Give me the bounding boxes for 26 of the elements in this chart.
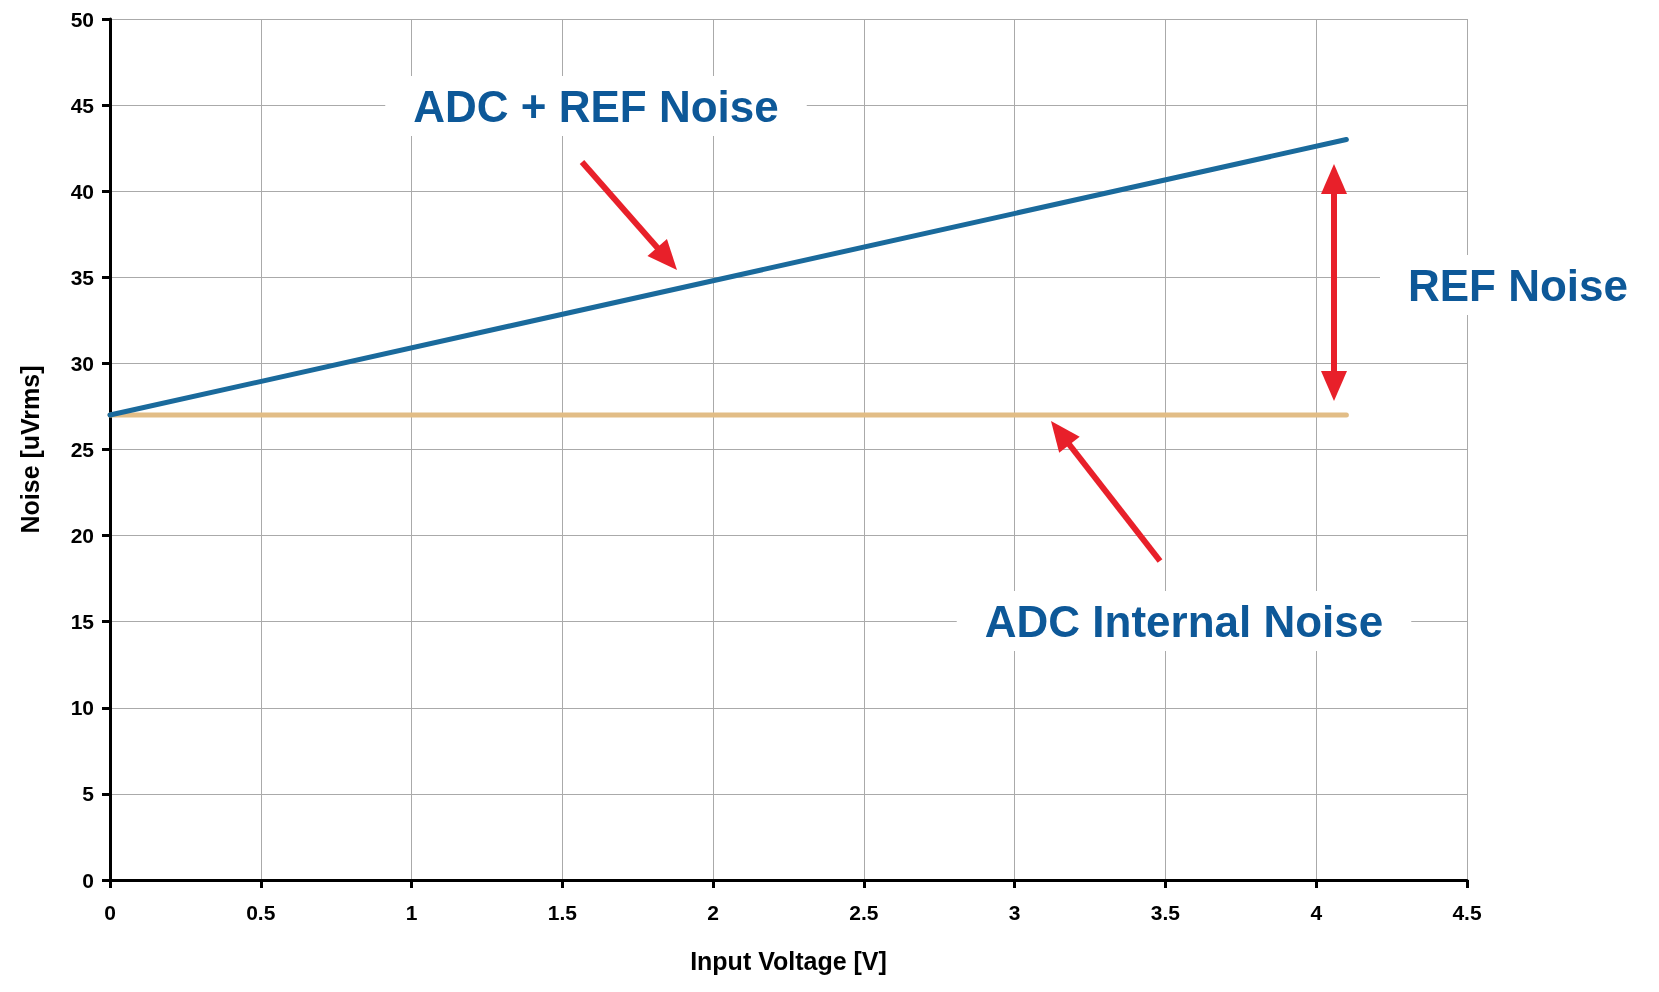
y-tick-label: 5 — [82, 782, 95, 806]
y-axis-title: Noise [uVrms] — [15, 365, 44, 534]
x-tick-label: 1.5 — [547, 901, 578, 924]
x-tick-label: 4 — [1310, 901, 1323, 924]
y-tick-label: 50 — [70, 7, 94, 31]
y-tick-label: 10 — [70, 696, 94, 720]
y-tick-label: 45 — [70, 93, 95, 117]
y-tick-label: 30 — [70, 351, 94, 375]
y-tick-label: 35 — [70, 265, 95, 289]
x-tick-label: 2.5 — [849, 901, 879, 924]
y-tick-label: 20 — [70, 524, 94, 548]
x-axis-title: Input Voltage [V] — [690, 946, 887, 975]
x-tick-label: 2 — [707, 901, 719, 924]
x-tick-label: 1 — [405, 901, 418, 924]
x-tick-label: 3.5 — [1150, 901, 1181, 924]
annotation: ADC + REF Noise — [413, 81, 779, 131]
x-tick-label: 4.5 — [1452, 901, 1482, 924]
annotation: REF Noise — [1407, 260, 1629, 310]
x-tick-label: 3 — [1008, 901, 1021, 924]
y-tick-label: 0 — [82, 868, 94, 892]
y-tick-label: 25 — [70, 438, 95, 461]
x-tick-label: 0.5 — [246, 901, 276, 924]
annotation: ADC Internal Noise — [984, 596, 1384, 646]
x-tick-label: 0 — [104, 901, 116, 924]
y-tick-label: 15 — [70, 610, 95, 634]
y-tick-label: 40 — [70, 179, 94, 203]
